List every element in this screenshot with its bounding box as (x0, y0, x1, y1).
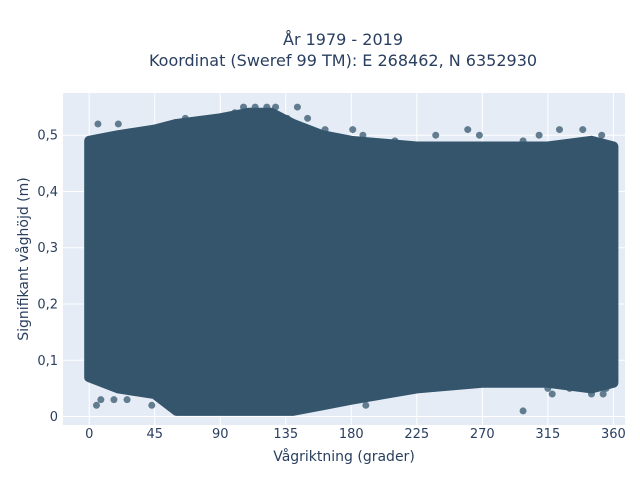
scatter-point (321, 126, 329, 134)
scatter-point (602, 384, 610, 392)
scatter-point (349, 126, 357, 134)
y-tick-label: 0 (50, 410, 58, 425)
scatter-point (475, 131, 483, 139)
scatter-point (432, 131, 440, 139)
scatter-point (535, 131, 543, 139)
scatter-point (148, 401, 156, 409)
scatter-point (251, 103, 259, 111)
x-tick-label: 360 (601, 427, 626, 442)
x-tick-label: 135 (273, 427, 298, 442)
scatter-point (110, 396, 118, 404)
scatter-point (97, 396, 105, 404)
x-axis-title: Vågriktning (grader) (273, 448, 415, 465)
y-tick-label: 0,5 (37, 129, 58, 144)
scatter-point (304, 114, 312, 122)
x-tick-label: 270 (470, 427, 495, 442)
scatter-point (289, 407, 297, 415)
x-axis-ticks: 0 45 90 135 180 225 270 315 360 (85, 427, 626, 442)
scatter-point (555, 126, 563, 134)
x-tick-label: 225 (404, 427, 429, 442)
scatter-point (359, 131, 367, 139)
y-tick-label: 0,2 (37, 298, 58, 313)
scatter-point-cloud-area (84, 107, 619, 416)
scatter-point (579, 126, 587, 134)
scatter-point (263, 103, 271, 111)
chart-title-line1: År 1979 - 2019 (283, 30, 403, 49)
scatter-point (123, 396, 131, 404)
y-axis-ticks: 0 0,1 0,2 0,3 0,4 0,5 (37, 129, 58, 425)
scatter-point (181, 114, 189, 122)
scatter-point (209, 114, 217, 122)
scatter-point (283, 114, 291, 122)
scatter-point (92, 401, 100, 409)
x-tick-label: 45 (146, 427, 163, 442)
scatter-point (391, 137, 399, 145)
scatter-point (519, 137, 527, 145)
scatter-point (598, 131, 606, 139)
scatter-point (362, 401, 370, 409)
scatter-point (272, 103, 280, 111)
x-tick-label: 0 (85, 427, 93, 442)
scatter-point (566, 384, 574, 392)
scatter-point (464, 126, 472, 134)
y-tick-label: 0,4 (37, 185, 58, 200)
y-tick-label: 0,1 (37, 354, 58, 369)
scatter-point (599, 390, 607, 398)
scatter-point (588, 390, 596, 398)
x-tick-label: 315 (535, 427, 560, 442)
chart-title-line2: Koordinat (Sweref 99 TM): E 268462, N 63… (149, 51, 537, 70)
scatter-point (519, 407, 527, 415)
y-tick-label: 0,3 (37, 241, 58, 256)
scatter-point (240, 103, 248, 111)
x-tick-label: 180 (339, 427, 364, 442)
scatter-point (231, 109, 239, 117)
scatter-outliers (92, 103, 610, 415)
scatter-point (94, 120, 102, 128)
scatter-point-cloud (84, 107, 619, 416)
scatter-point (544, 384, 552, 392)
scatter-point (114, 120, 122, 128)
x-tick-label: 90 (212, 427, 229, 442)
y-axis-title: Signifikant våghöjd (m) (15, 177, 32, 340)
scatter-point (225, 114, 233, 122)
scatter-point (293, 103, 301, 111)
scatter-point (548, 390, 556, 398)
